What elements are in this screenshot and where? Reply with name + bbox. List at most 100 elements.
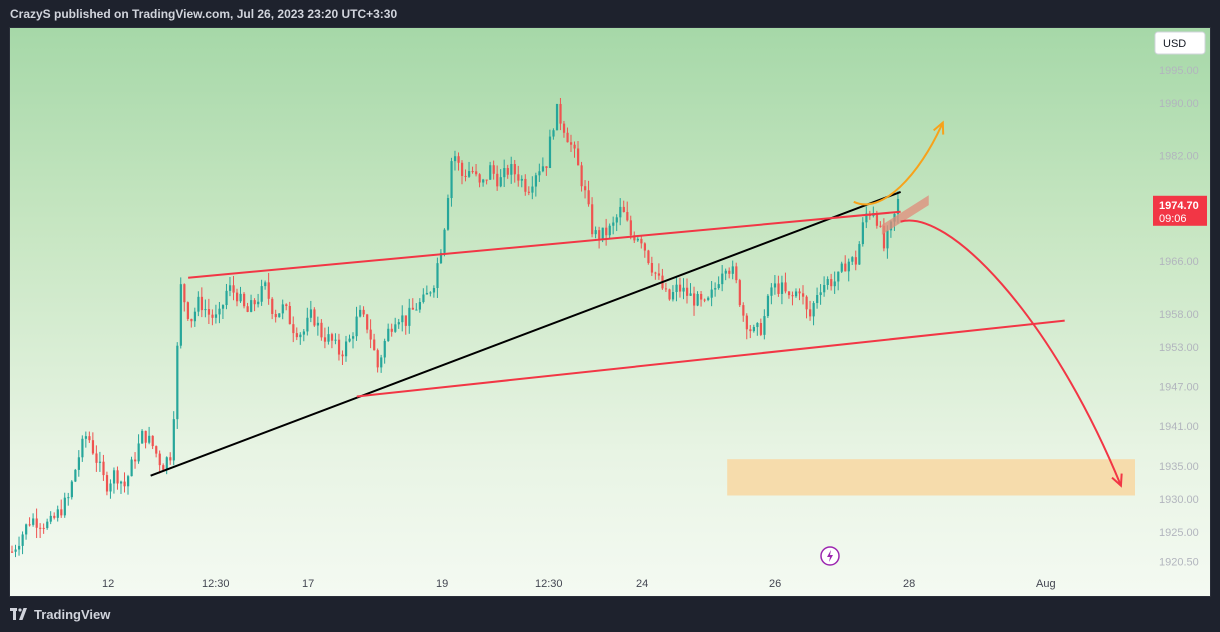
candle-body — [109, 483, 112, 492]
candle-body — [369, 329, 372, 340]
candle-body — [468, 171, 471, 177]
candle-body — [619, 206, 622, 218]
candle-body — [348, 338, 351, 342]
candle-body — [35, 518, 38, 528]
candle-body — [411, 307, 414, 310]
candle-body — [116, 470, 119, 484]
candle-body — [373, 339, 376, 351]
candle-body — [42, 527, 45, 529]
y-tick-label: 1966.00 — [1159, 256, 1199, 268]
y-tick-label: 1925.00 — [1159, 527, 1199, 539]
candle-body — [865, 213, 868, 223]
candle-body — [225, 290, 228, 306]
candle-body — [657, 273, 661, 276]
candle-body — [394, 324, 397, 332]
y-tick-label: 1947.00 — [1159, 382, 1199, 394]
candle-body — [559, 103, 562, 124]
candle-body — [376, 350, 379, 368]
bullish-arrow-head — [933, 120, 945, 135]
candle-body — [21, 534, 24, 546]
candle-body — [408, 307, 411, 326]
candle-body — [337, 339, 341, 355]
candle-body — [475, 171, 478, 175]
candle-body — [577, 148, 580, 166]
x-tick-label: 24 — [636, 578, 648, 590]
candle-body — [362, 309, 365, 315]
candle-body — [626, 212, 629, 221]
candle-body — [707, 297, 710, 300]
y-tick-label: 1995.00 — [1159, 65, 1199, 77]
candle-body — [464, 175, 467, 177]
candle-body — [383, 340, 386, 358]
candle-body — [422, 294, 425, 303]
candle-body — [32, 518, 35, 525]
candle-body — [886, 230, 889, 249]
channel-lower-line[interactable] — [356, 319, 1065, 398]
candle-body — [323, 337, 327, 342]
candle-body — [668, 289, 671, 300]
candle-body — [302, 331, 305, 335]
candle-body — [432, 288, 436, 293]
candle-body — [404, 315, 407, 326]
x-tick-label: 12:30 — [202, 578, 230, 590]
candle-body — [141, 430, 144, 444]
candle-body — [851, 257, 854, 262]
candle-body — [77, 457, 80, 470]
candle-body — [309, 309, 313, 318]
candle-body — [837, 271, 840, 282]
resistance-box[interactable] — [881, 195, 929, 235]
tradingview-footer[interactable]: TradingView — [10, 604, 110, 624]
candle-body — [510, 164, 513, 175]
publisher-header: CrazyS published on TradingView.com, Jul… — [10, 7, 398, 21]
candle-body — [91, 440, 95, 454]
candle-body — [330, 334, 334, 341]
candle-body — [819, 292, 822, 296]
candle-body — [56, 509, 59, 518]
candle-body — [127, 476, 130, 487]
candle-body — [436, 263, 439, 289]
candle-body — [267, 282, 270, 299]
candle-body — [622, 206, 625, 213]
bearish-arrow[interactable] — [900, 219, 1122, 486]
candle-body — [313, 309, 316, 326]
candle-body — [745, 315, 748, 330]
candle-body — [271, 298, 274, 314]
candle-body — [260, 286, 263, 302]
channel-upper-line[interactable] — [188, 210, 901, 279]
candle-body — [482, 179, 485, 183]
x-tick-label: 28 — [903, 578, 915, 590]
candle-body — [566, 132, 569, 143]
candle-body — [123, 481, 126, 487]
candle-body — [397, 322, 400, 325]
y-tick-label: 1920.50 — [1159, 557, 1199, 569]
candle-body — [633, 235, 636, 241]
candle-body — [640, 238, 643, 244]
ascending-trendline[interactable] — [150, 190, 901, 477]
candle-body — [74, 469, 77, 482]
candle-body — [418, 302, 422, 310]
x-tick-label: 26 — [769, 578, 781, 590]
bullish-arrow[interactable] — [853, 122, 944, 206]
x-tick-label: Aug — [1036, 578, 1056, 590]
candle-body — [359, 309, 362, 317]
candle-body — [823, 285, 826, 293]
candle-body — [183, 284, 186, 303]
candle-body — [285, 304, 288, 307]
target-zone[interactable] — [727, 459, 1135, 496]
candle-body — [355, 316, 358, 337]
candle-body — [671, 292, 675, 300]
chart-area[interactable]: 1995.00 1990.00 1982.00 1966.00 1958.00 1953.… — [9, 27, 1211, 597]
candle-body — [826, 279, 829, 286]
candle-body — [580, 165, 583, 187]
candle-body — [306, 317, 309, 332]
candle-body — [228, 285, 232, 291]
candle-body — [461, 162, 464, 176]
candle-body — [612, 222, 615, 226]
last-price-tag[interactable] — [1153, 195, 1207, 226]
candle-body — [770, 287, 773, 296]
candle-body — [773, 283, 777, 288]
candle-body — [496, 173, 499, 187]
candle-body — [98, 461, 102, 463]
price-chart[interactable]: 1995.00 1990.00 1982.00 1966.00 1958.00 1953.… — [10, 28, 1210, 596]
currency-badge[interactable] — [1154, 31, 1206, 55]
